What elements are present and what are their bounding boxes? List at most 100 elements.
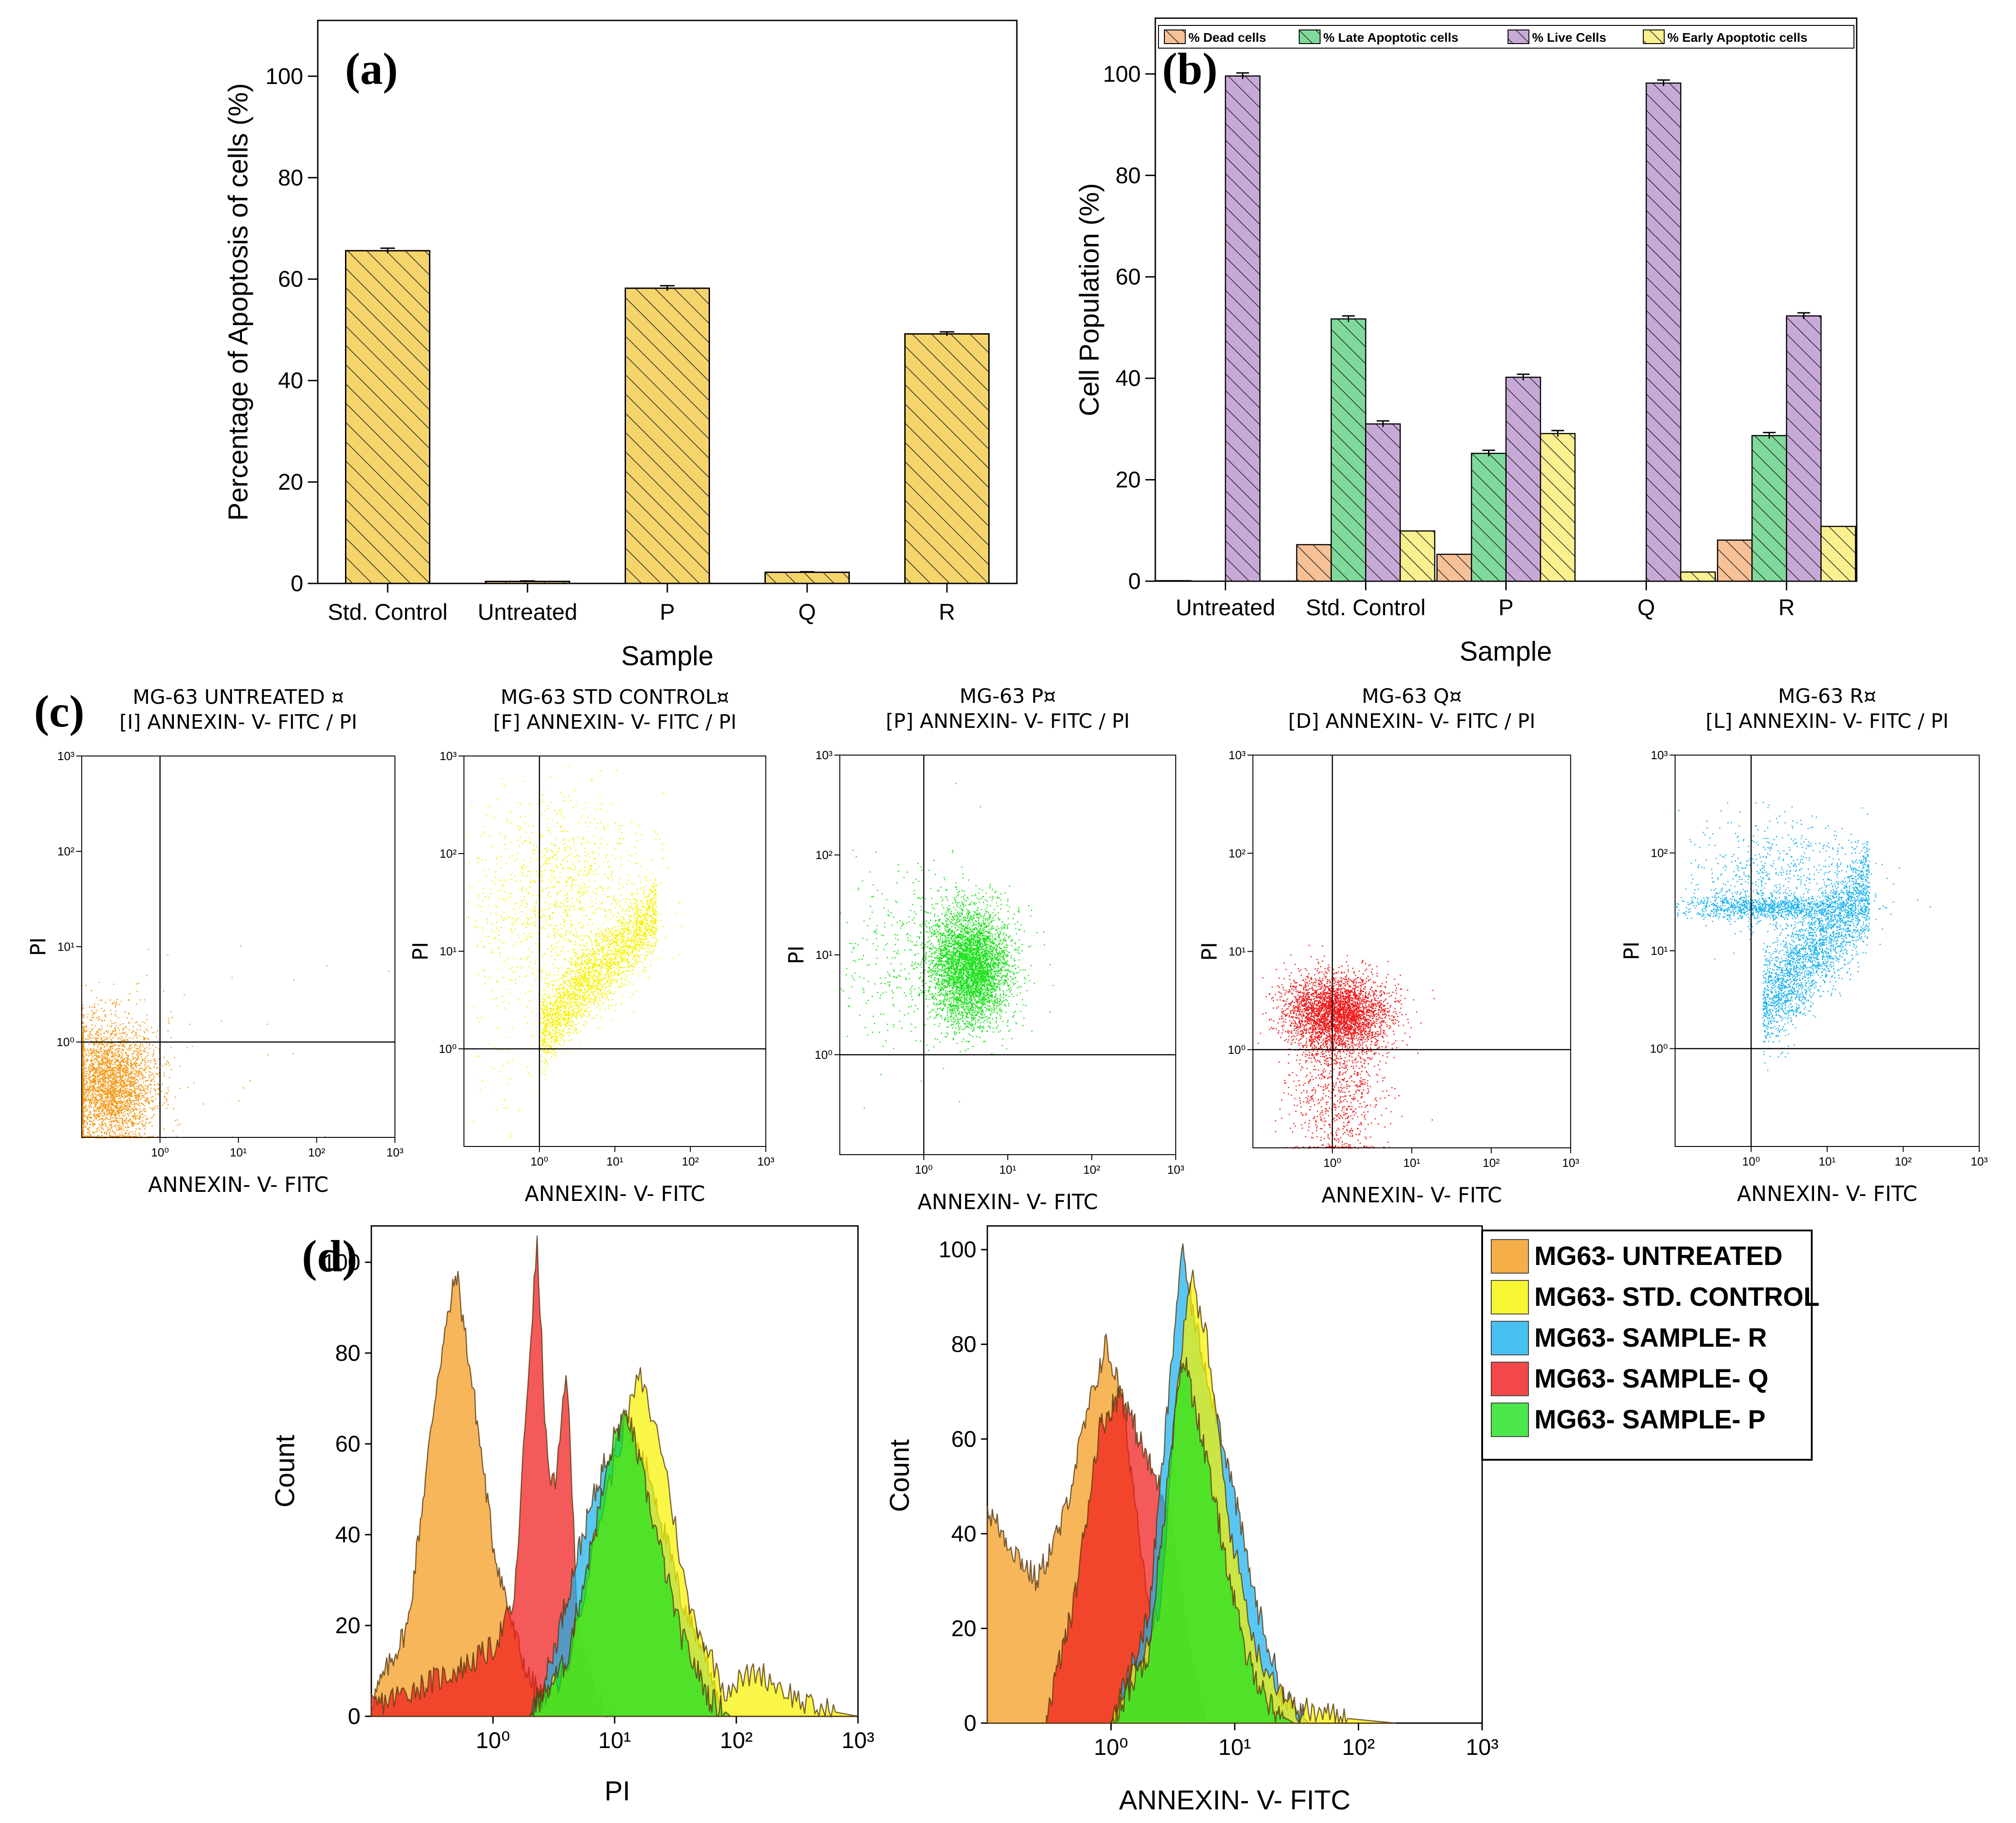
data-point [134, 1075, 136, 1077]
data-point [102, 1074, 104, 1076]
data-point [97, 1051, 99, 1052]
data-point [88, 1091, 89, 1093]
data-point [105, 1049, 106, 1051]
data-point [93, 1113, 94, 1115]
data-point [616, 903, 617, 905]
data-point [106, 1044, 108, 1045]
data-point [94, 1089, 96, 1090]
data-point [111, 1060, 113, 1062]
y-tick-label: 100 [1103, 61, 1141, 87]
data-point [549, 1052, 551, 1053]
data-point [108, 1096, 110, 1097]
data-point [101, 1085, 103, 1087]
data-point [89, 1079, 90, 1081]
data-point [123, 1101, 125, 1102]
data-point [110, 1072, 111, 1073]
data-point [649, 926, 650, 927]
data-point [92, 1034, 93, 1036]
data-point [577, 1011, 578, 1013]
data-point [116, 1082, 118, 1084]
data-point [96, 1117, 97, 1119]
data-point [136, 1048, 137, 1049]
data-point [111, 1099, 113, 1101]
data-point [125, 1109, 127, 1111]
data-point [110, 1093, 112, 1095]
data-point [115, 1077, 117, 1078]
data-point [614, 949, 616, 950]
x-tick-label: R [1778, 595, 1794, 620]
data-point [105, 1082, 107, 1084]
data-point [130, 1085, 131, 1087]
data-point [586, 1016, 587, 1018]
data-point [108, 1133, 110, 1135]
data-point [168, 1062, 169, 1063]
data-point [87, 1058, 89, 1060]
data-point [147, 1097, 149, 1098]
data-point [143, 1082, 144, 1083]
data-point [138, 1056, 139, 1057]
data-point [82, 1015, 84, 1017]
data-point [133, 1078, 135, 1080]
data-point [92, 1068, 94, 1070]
data-point [147, 1118, 148, 1120]
data-point [636, 900, 638, 902]
data-point [143, 1104, 144, 1106]
data-point [587, 935, 588, 936]
data-point [556, 988, 557, 990]
data-point [104, 1087, 106, 1089]
data-point [136, 1053, 138, 1055]
data-point [128, 1093, 130, 1095]
data-point [143, 1125, 144, 1126]
data-point [586, 942, 587, 944]
data-point [93, 1082, 94, 1083]
data-point [143, 1049, 145, 1051]
data-point [116, 1059, 117, 1061]
data-point [103, 1128, 104, 1130]
data-point [145, 1068, 146, 1069]
data-point [94, 1070, 96, 1072]
data-point [596, 941, 597, 942]
data-point [154, 1059, 155, 1061]
data-point [102, 1076, 104, 1078]
data-point [627, 945, 628, 946]
data-point [129, 1098, 131, 1100]
data-point [155, 1047, 157, 1048]
data-point [93, 1028, 94, 1029]
data-point [111, 1057, 113, 1058]
data-point [92, 1086, 94, 1088]
data-point [107, 1096, 108, 1097]
data-point [94, 1098, 96, 1100]
data-point [137, 1100, 138, 1102]
data-point [135, 1133, 136, 1135]
data-point [555, 997, 557, 998]
data-point [135, 1108, 136, 1109]
data-point [115, 1067, 117, 1069]
data-point [193, 1082, 195, 1084]
data-point [640, 866, 641, 867]
data-point [144, 1093, 146, 1095]
data-point [133, 1087, 135, 1088]
data-point [98, 1068, 99, 1070]
data-point [83, 1075, 84, 1077]
data-point [546, 983, 547, 984]
data-point [102, 1091, 103, 1092]
data-point [128, 1088, 130, 1090]
data-point [146, 1100, 148, 1101]
data-point [105, 1014, 106, 1016]
data-point [556, 999, 558, 1000]
data-point [144, 1058, 146, 1059]
data-point [116, 1091, 118, 1092]
data-point [150, 1121, 152, 1123]
data-point [101, 1061, 103, 1062]
data-point [93, 1042, 94, 1043]
data-point [143, 1051, 144, 1052]
data-point [293, 979, 295, 981]
data-point [107, 1072, 108, 1074]
data-point [638, 914, 640, 916]
data-point [623, 925, 625, 927]
data-point [586, 998, 588, 999]
data-point [87, 1115, 89, 1117]
data-point [544, 1039, 546, 1041]
data-point [645, 959, 646, 961]
data-point [121, 1095, 123, 1097]
